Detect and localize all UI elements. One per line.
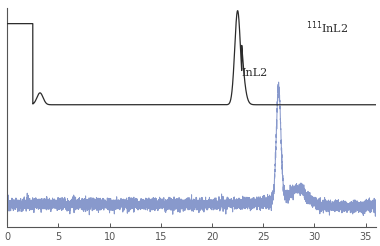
Text: $^{111}$InL2: $^{111}$InL2 <box>306 19 348 36</box>
Text: InL2: InL2 <box>242 68 268 78</box>
